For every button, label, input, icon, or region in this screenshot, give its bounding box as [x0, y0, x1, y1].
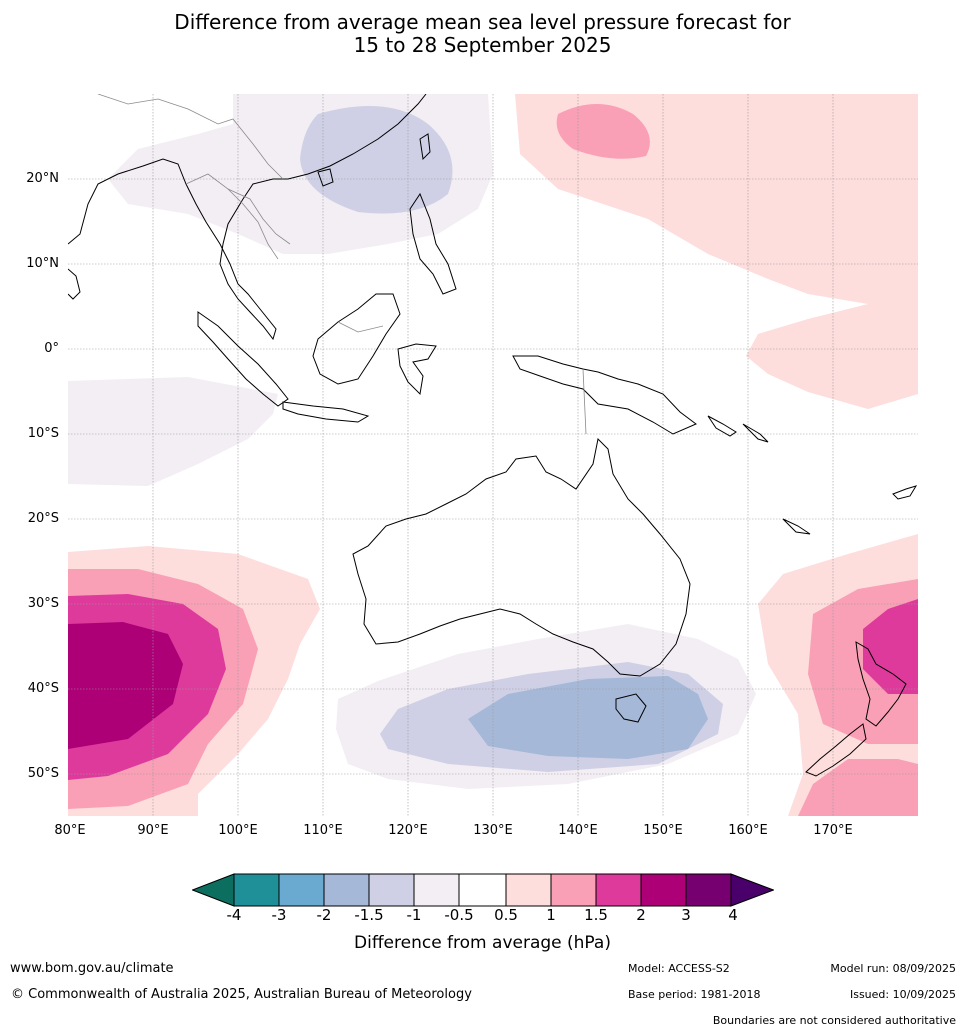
colorbar-swatch-minus-3-to-minus-2 [278, 873, 325, 907]
australia-coastline [352, 437, 691, 677]
positive-anomaly-southern-pacific [798, 759, 918, 816]
colorbar-tick: -0.5 [444, 906, 474, 924]
coastlines [68, 94, 907, 777]
lon-label-80e: 80°E [54, 823, 86, 838]
lon-label-170e: 170°E [813, 823, 853, 838]
lon-label-150e: 150°E [643, 823, 683, 838]
colorbar-tick: 1.5 [584, 906, 608, 924]
colorbar-tick: 3 [681, 906, 691, 924]
lon-label-120e: 120°E [388, 823, 428, 838]
sri-lanka-coastline [68, 268, 81, 300]
lon-label-160e: 160°E [728, 823, 768, 838]
footer-copyright: © Commonwealth of Australia 2025, Austra… [11, 987, 472, 1002]
colorbar-label: Difference from average (hPa) [354, 933, 611, 953]
positive-anomaly-southwest-indian-ocean-core [68, 622, 183, 749]
positive-anomaly-north-pacific [515, 94, 918, 409]
positive-anomaly-tasman-sea-core [863, 599, 918, 694]
borneo-coastline [312, 293, 401, 385]
new-guinea-coastline [512, 355, 697, 435]
pacific-islands [707, 415, 918, 535]
map-title-line-1: Difference from average mean sea level p… [174, 10, 791, 34]
colorbar-tick: -1.5 [354, 906, 384, 924]
lon-label-130e: 130°E [473, 823, 513, 838]
anomaly-field [68, 94, 918, 816]
colorbar-tick: -1 [406, 906, 422, 924]
colorbar-swatch-0-5-to-1 [505, 873, 552, 907]
colorbar-swatch-1-to-1-5 [550, 873, 597, 907]
java-coastline [282, 401, 370, 423]
colorbar-swatch-1-5-to-2 [595, 873, 642, 907]
colorbar-tick: 2 [636, 906, 646, 924]
country-borders [97, 94, 587, 435]
new-zealand-south-island-coastline [805, 723, 867, 777]
lon-label-100e: 100°E [218, 823, 258, 838]
lon-label-90e: 90°E [137, 823, 169, 838]
colorbar-swatch-neutral [458, 873, 507, 907]
hainan-coastline [317, 168, 334, 187]
sumatra-coastline [197, 311, 289, 407]
lon-label-140e: 140°E [558, 823, 598, 838]
colorbar-swatch-2-to-3 [640, 873, 687, 907]
colorbar [192, 873, 774, 907]
lat-label-40s: 40°S [27, 681, 59, 696]
footer-disclaimer: Boundaries are not considered authoritat… [712, 1014, 956, 1027]
lat-label-0: 0° [44, 341, 59, 356]
graticule [68, 94, 918, 816]
lat-label-10n: 10°N [26, 256, 59, 271]
lat-label-20n: 20°N [26, 171, 59, 186]
negative-anomaly-west-indian-ocean [68, 377, 278, 486]
colorbar-swatch-minus-1-5-to-minus-1 [368, 873, 415, 907]
negative-anomaly-south-australia-core [468, 676, 708, 759]
lat-label-30s: 30°S [27, 596, 59, 611]
tasmania-coastline [615, 693, 647, 723]
colorbar-swatch-above-4 [730, 873, 774, 907]
lat-label-50s: 50°S [27, 766, 59, 781]
positive-anomaly-north-pacific-core [556, 104, 650, 159]
mainland-asia-coastline [68, 94, 427, 341]
colorbar-swatch-minus-1-to-minus-0-5 [413, 873, 460, 907]
colorbar-tick: 0.5 [494, 906, 518, 924]
colorbar-tick: 1 [546, 906, 556, 924]
footer-model: Model: ACCESS-S2 [628, 962, 730, 975]
colorbar-tick: -3 [271, 906, 287, 924]
colorbar-tick: -2 [316, 906, 332, 924]
negative-anomaly-south-china-sea-core [300, 106, 453, 214]
philippines-coastline [409, 192, 457, 295]
colorbar-tick: 4 [728, 906, 738, 924]
lat-label-20s: 20°S [27, 511, 59, 526]
pressure-anomaly-map [68, 94, 918, 816]
footer-url: www.bom.gov.au/climate [10, 961, 174, 976]
colorbar-swatch-below-minus-4 [192, 873, 235, 907]
colorbar-swatch-minus-2-to-minus-1-5 [323, 873, 370, 907]
footer-issued: Issued: 10/09/2025 [849, 988, 956, 1001]
taiwan-coastline [419, 133, 431, 161]
colorbar-swatch-3-to-4 [685, 873, 732, 907]
footer-model-run: Model run: 08/09/2025 [830, 962, 956, 975]
map-title-line-2: 15 to 28 September 2025 [353, 33, 612, 57]
colorbar-swatch-minus-4-to-minus-3 [233, 873, 280, 907]
lat-label-10s: 10°S [27, 426, 59, 441]
new-zealand-north-island-coastline [855, 641, 907, 727]
colorbar-tick: -4 [226, 906, 242, 924]
footer-base-period: Base period: 1981-2018 [628, 988, 761, 1001]
lon-label-110e: 110°E [303, 823, 343, 838]
sulawesi-coastline [397, 343, 437, 396]
